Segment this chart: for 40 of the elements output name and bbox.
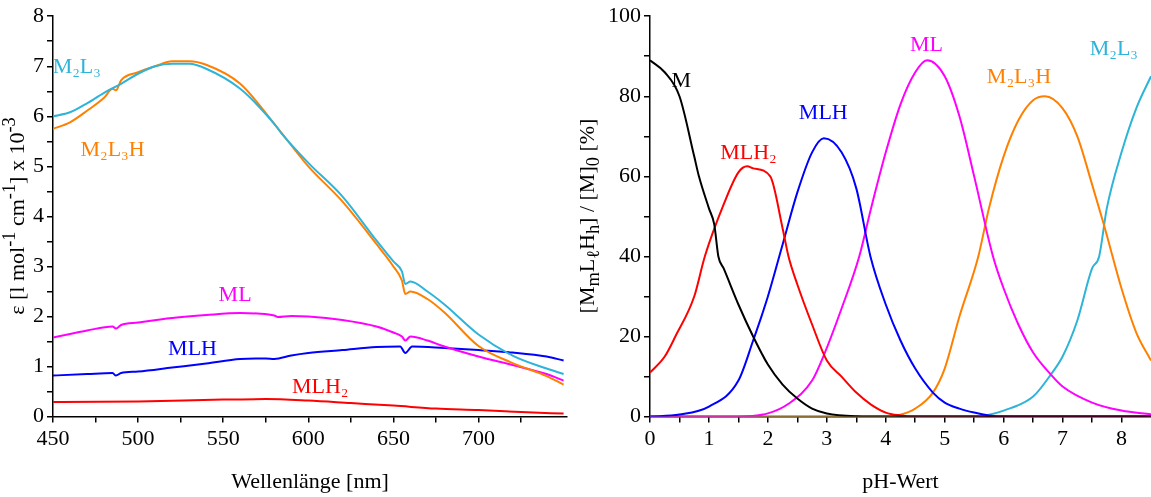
x-tick-label: 4 (880, 424, 892, 450)
y-tick-label: 4 (33, 202, 44, 228)
y-tick-label: 7 (33, 52, 44, 78)
y-tick-label: 6 (33, 102, 44, 128)
x-tick-label: 2 (762, 424, 774, 450)
x-tick-label: 6 (998, 424, 1010, 450)
series-label: ML (909, 31, 943, 57)
x-tick-label: 8 (1116, 424, 1128, 450)
y-tick-label: 40 (619, 242, 641, 268)
series-label: M₂L₃ (1089, 35, 1139, 61)
y-tick-label: 8 (33, 1, 44, 27)
x-tick-label: 3 (821, 424, 833, 450)
x-tick-label: 7 (1057, 424, 1069, 450)
y-tick-label: 80 (619, 82, 641, 108)
y-tick-label: 20 (619, 322, 641, 348)
x-tick-label: 500 (121, 424, 155, 450)
x-tick-label: 1 (703, 424, 715, 450)
y-tick-label: 3 (33, 252, 44, 278)
x-axis-title: Wellenlänge [nm] (231, 468, 389, 493)
series-label: MLH₂ (720, 139, 777, 165)
series-label: MLH₂ (291, 372, 349, 398)
y-tick-label: 0 (630, 402, 641, 428)
series-label: M (671, 67, 692, 93)
y-tick-label: 1 (33, 352, 44, 378)
x-tick-label: 600 (291, 424, 325, 450)
x-tick-label: 5 (939, 424, 951, 450)
line-series (53, 398, 565, 415)
y-tick-label: 5 (33, 152, 44, 178)
x-tick-label: 700 (462, 424, 495, 450)
y-tick-label: 2 (33, 302, 44, 328)
series-label: M₂L₃H (80, 135, 145, 161)
x-tick-label: 550 (206, 424, 240, 450)
series-label: ML (218, 280, 252, 306)
y-tick-label: 100 (608, 1, 641, 27)
series-label: MLH (168, 335, 218, 361)
x-axis-title: pH-Wert (862, 468, 939, 493)
y-tick-label: 60 (619, 162, 641, 188)
series-label: M₂L₃H (986, 63, 1052, 89)
x-tick-label: 650 (376, 424, 410, 450)
series-label: MLH (798, 99, 848, 125)
